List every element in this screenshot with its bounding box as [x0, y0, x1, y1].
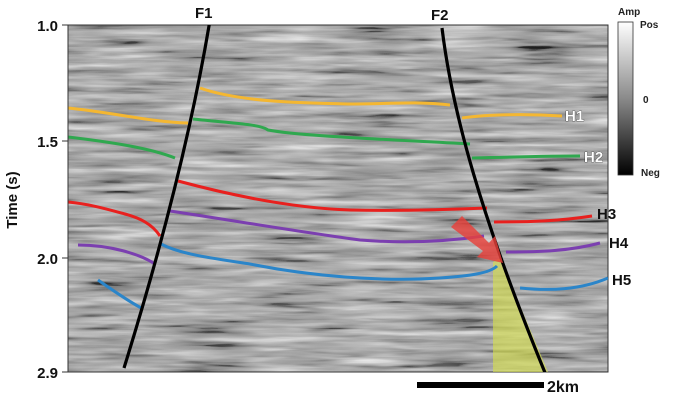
- horizon-label-h2: H2: [584, 149, 603, 166]
- y-axis-title: Time (s): [4, 171, 21, 228]
- colorbar-max-label: Pos: [640, 20, 659, 31]
- colorbar-min-label: Neg: [641, 168, 660, 179]
- horizon-h1: [68, 86, 563, 125]
- tick-label: 1.5: [37, 134, 58, 151]
- seismic-panel: [67, 24, 609, 373]
- horizon-label-h5: H5: [612, 272, 631, 289]
- colorbar-title: Amp: [618, 7, 640, 18]
- horizon-label-h4: H4: [609, 235, 629, 252]
- scale-bar: 2km: [417, 379, 579, 396]
- tick-label: 2.0: [37, 251, 58, 268]
- y-axis: 1.0 1.5 2.0 2.9 Time (s): [4, 18, 69, 382]
- colorbar: Amp Pos 0 Neg: [617, 7, 660, 179]
- horizon-h4: [77, 209, 601, 266]
- fault-f1-label: F1: [195, 5, 213, 22]
- fault-f2-line: [440, 27, 547, 372]
- horizon-h5: [97, 242, 608, 311]
- horizon-h2: [68, 117, 581, 160]
- red-arrow: [451, 216, 503, 263]
- colorbar-mid-label: 0: [643, 95, 649, 106]
- horizon-label-h1: H1: [565, 108, 584, 125]
- scale-bar-label: 2km: [547, 379, 579, 396]
- fault-f1-line: [122, 25, 211, 369]
- horizon-label-h3: H3: [597, 206, 616, 223]
- horizon-h3: [68, 179, 593, 237]
- fault-f2-label: F2: [431, 7, 449, 24]
- tick-label: 1.0: [37, 18, 58, 35]
- tick-label: 2.9: [37, 365, 58, 382]
